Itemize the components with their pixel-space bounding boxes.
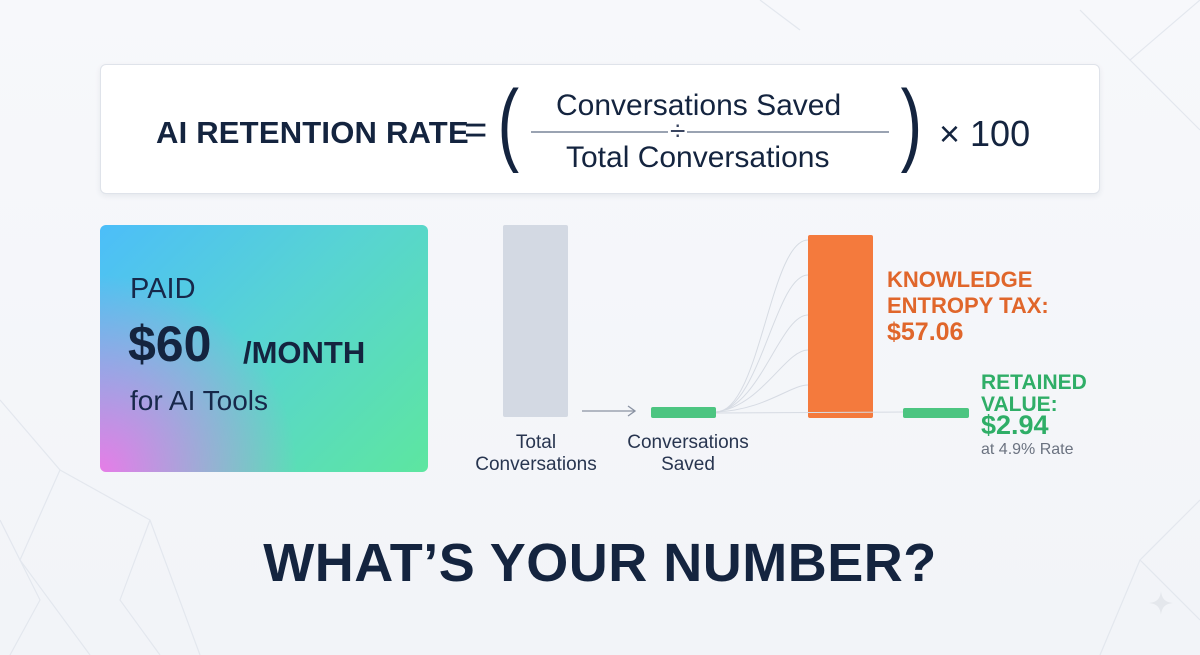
arrow-head-icon — [627, 405, 637, 417]
conversations-saved-bar — [651, 407, 716, 418]
fraction-bar — [531, 131, 889, 133]
close-paren: ) — [900, 72, 923, 174]
entropy-tax-value: $57.06 — [887, 318, 964, 346]
formula-numerator: Conversations Saved — [556, 89, 842, 122]
retained-value-label-line: VALUE: — [981, 393, 1058, 416]
retained-value-amount: $2.94 — [981, 410, 1049, 440]
paid-description: for AI Tools — [130, 385, 269, 416]
category-label-line: Saved — [661, 454, 715, 475]
paid-label: PAID — [130, 273, 196, 305]
total-conversations-bar — [503, 225, 568, 417]
flow-curve — [715, 274, 809, 413]
retained-rate-note: at 4.9% Rate — [981, 441, 1074, 458]
paid-amount: $60 — [128, 316, 212, 372]
sparkle-icon — [1149, 591, 1173, 615]
equals-sign: = — [464, 108, 488, 152]
paid-unit: /MONTH — [243, 335, 366, 370]
category-label-line: Conversations — [475, 454, 597, 475]
retained-value-label: RETAINED VALUE: — [981, 372, 1087, 416]
open-paren: ( — [497, 72, 520, 174]
entropy-tax-label: KNOWLEDGE ENTROPY TAX: — [887, 267, 1049, 319]
retained-value-label-line: RETAINED — [981, 371, 1087, 394]
flow-curve — [715, 239, 809, 413]
category-label-total: Total Conversations — [466, 432, 606, 476]
category-label-saved: Conversations Saved — [613, 432, 763, 476]
category-label-line: Total — [515, 432, 557, 453]
knowledge-entropy-tax-bar — [808, 235, 873, 418]
entropy-tax-label-line: ENTROPY TAX: — [887, 293, 1049, 318]
formula-multiplier: × 100 — [939, 113, 1031, 154]
flow-curve — [715, 384, 809, 413]
paid-card: PAID $60 /MONTH for AI Tools — [100, 225, 428, 472]
formula-label: AI RETENTION RATE — [156, 115, 469, 150]
headline: WHAT’S YOUR NUMBER? — [263, 533, 937, 593]
formula-card: AI RETENTION RATE = ( Conversations Save… — [100, 64, 1100, 194]
formula-denominator: Total Conversations — [566, 141, 830, 174]
entropy-tax-label-line: KNOWLEDGE — [887, 267, 1033, 292]
retained-value-bar — [903, 408, 969, 418]
flow-curve — [715, 314, 809, 413]
divide-icon: ÷ — [668, 115, 688, 146]
flow-curve — [715, 349, 809, 413]
category-label-line: Conversations — [627, 432, 749, 453]
flow-curve — [715, 411, 904, 414]
